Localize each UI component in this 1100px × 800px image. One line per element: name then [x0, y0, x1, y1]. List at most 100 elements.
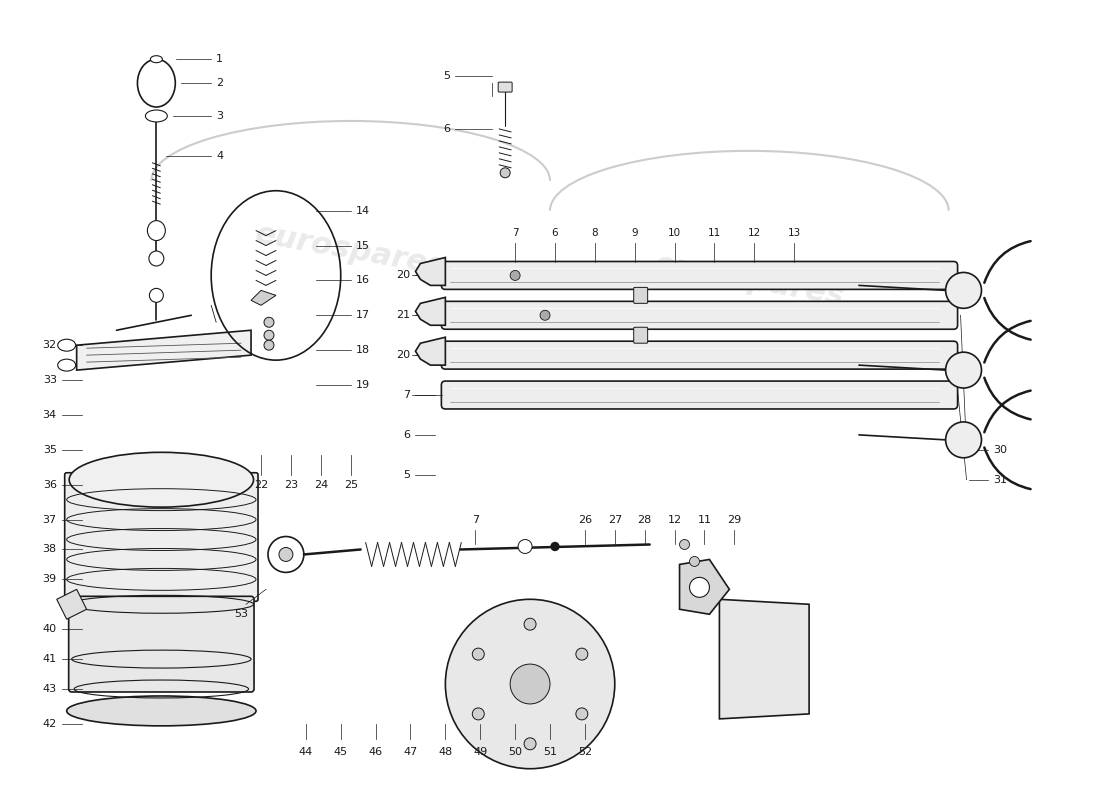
- Text: 7: 7: [404, 390, 410, 400]
- Circle shape: [680, 539, 690, 550]
- Ellipse shape: [138, 59, 175, 107]
- FancyBboxPatch shape: [634, 327, 648, 343]
- Text: 29: 29: [727, 514, 741, 525]
- Text: 40: 40: [43, 624, 57, 634]
- FancyBboxPatch shape: [441, 381, 958, 409]
- Circle shape: [946, 422, 981, 458]
- Text: 2: 2: [217, 78, 223, 88]
- Polygon shape: [251, 290, 276, 306]
- Circle shape: [551, 542, 559, 550]
- Text: 45: 45: [333, 746, 348, 757]
- Text: 31: 31: [993, 474, 1008, 485]
- Text: 18: 18: [355, 345, 370, 355]
- Circle shape: [472, 648, 484, 660]
- Text: eurospares: eurospares: [253, 219, 448, 282]
- Polygon shape: [416, 258, 446, 286]
- Polygon shape: [416, 338, 446, 365]
- Circle shape: [150, 288, 163, 302]
- Text: 12: 12: [748, 227, 761, 238]
- Text: 19: 19: [355, 380, 370, 390]
- Circle shape: [500, 168, 510, 178]
- Circle shape: [946, 273, 981, 308]
- Text: 39: 39: [43, 574, 57, 584]
- Text: 20: 20: [396, 270, 410, 281]
- Text: 52: 52: [578, 746, 592, 757]
- Text: 15: 15: [355, 241, 370, 250]
- Text: 5: 5: [443, 71, 450, 81]
- Text: 44: 44: [299, 746, 314, 757]
- Text: 33: 33: [43, 375, 57, 385]
- Circle shape: [576, 708, 587, 720]
- Ellipse shape: [148, 251, 164, 266]
- Text: 49: 49: [473, 746, 487, 757]
- Circle shape: [510, 270, 520, 281]
- FancyBboxPatch shape: [441, 302, 958, 330]
- Text: 9: 9: [631, 227, 638, 238]
- Text: 53: 53: [234, 610, 249, 619]
- Text: 24: 24: [314, 480, 328, 490]
- Text: 21: 21: [396, 310, 410, 320]
- Circle shape: [518, 539, 532, 554]
- Polygon shape: [77, 330, 251, 370]
- Text: 13: 13: [788, 227, 801, 238]
- Text: 4: 4: [217, 151, 223, 161]
- Text: 36: 36: [43, 480, 57, 490]
- Text: 11: 11: [707, 227, 722, 238]
- Circle shape: [576, 648, 587, 660]
- Polygon shape: [416, 298, 446, 326]
- Circle shape: [472, 708, 484, 720]
- Text: 7: 7: [512, 227, 518, 238]
- Circle shape: [264, 340, 274, 350]
- Text: 6: 6: [552, 227, 559, 238]
- Text: 12: 12: [668, 514, 682, 525]
- Circle shape: [446, 599, 615, 769]
- Text: 6: 6: [404, 430, 410, 440]
- Text: 11: 11: [697, 514, 712, 525]
- Text: 46: 46: [368, 746, 383, 757]
- Circle shape: [264, 318, 274, 327]
- Ellipse shape: [145, 110, 167, 122]
- Text: 14: 14: [355, 206, 370, 216]
- Text: 8: 8: [592, 227, 598, 238]
- Circle shape: [690, 578, 710, 598]
- Text: 48: 48: [438, 746, 452, 757]
- FancyBboxPatch shape: [498, 82, 513, 92]
- Ellipse shape: [67, 696, 256, 726]
- FancyBboxPatch shape: [68, 596, 254, 692]
- Text: 35: 35: [43, 445, 57, 455]
- Circle shape: [524, 738, 536, 750]
- Circle shape: [524, 618, 536, 630]
- FancyBboxPatch shape: [441, 262, 958, 290]
- Ellipse shape: [69, 452, 253, 507]
- Text: 34: 34: [43, 410, 57, 420]
- Text: 51: 51: [543, 746, 557, 757]
- Text: 42: 42: [43, 719, 57, 729]
- Text: 16: 16: [355, 275, 370, 286]
- Text: 28: 28: [638, 514, 652, 525]
- Circle shape: [279, 547, 293, 562]
- Text: 17: 17: [355, 310, 370, 320]
- Text: 25: 25: [343, 480, 358, 490]
- FancyBboxPatch shape: [441, 342, 958, 369]
- Text: 1: 1: [217, 54, 223, 64]
- FancyBboxPatch shape: [634, 287, 648, 303]
- Text: 23: 23: [284, 480, 298, 490]
- Text: 41: 41: [43, 654, 57, 664]
- Text: 27: 27: [607, 514, 621, 525]
- Text: 50: 50: [508, 746, 522, 757]
- FancyBboxPatch shape: [65, 473, 258, 602]
- Text: 43: 43: [43, 684, 57, 694]
- Text: 6: 6: [443, 124, 450, 134]
- Circle shape: [510, 664, 550, 704]
- Polygon shape: [680, 559, 729, 614]
- Polygon shape: [719, 599, 810, 719]
- Circle shape: [946, 352, 981, 388]
- Text: 30: 30: [993, 445, 1008, 455]
- Text: 7: 7: [472, 514, 478, 525]
- Ellipse shape: [57, 339, 76, 351]
- Circle shape: [690, 557, 700, 566]
- Text: 5: 5: [404, 470, 410, 480]
- Ellipse shape: [57, 359, 76, 371]
- Text: 37: 37: [43, 514, 57, 525]
- Polygon shape: [57, 590, 87, 619]
